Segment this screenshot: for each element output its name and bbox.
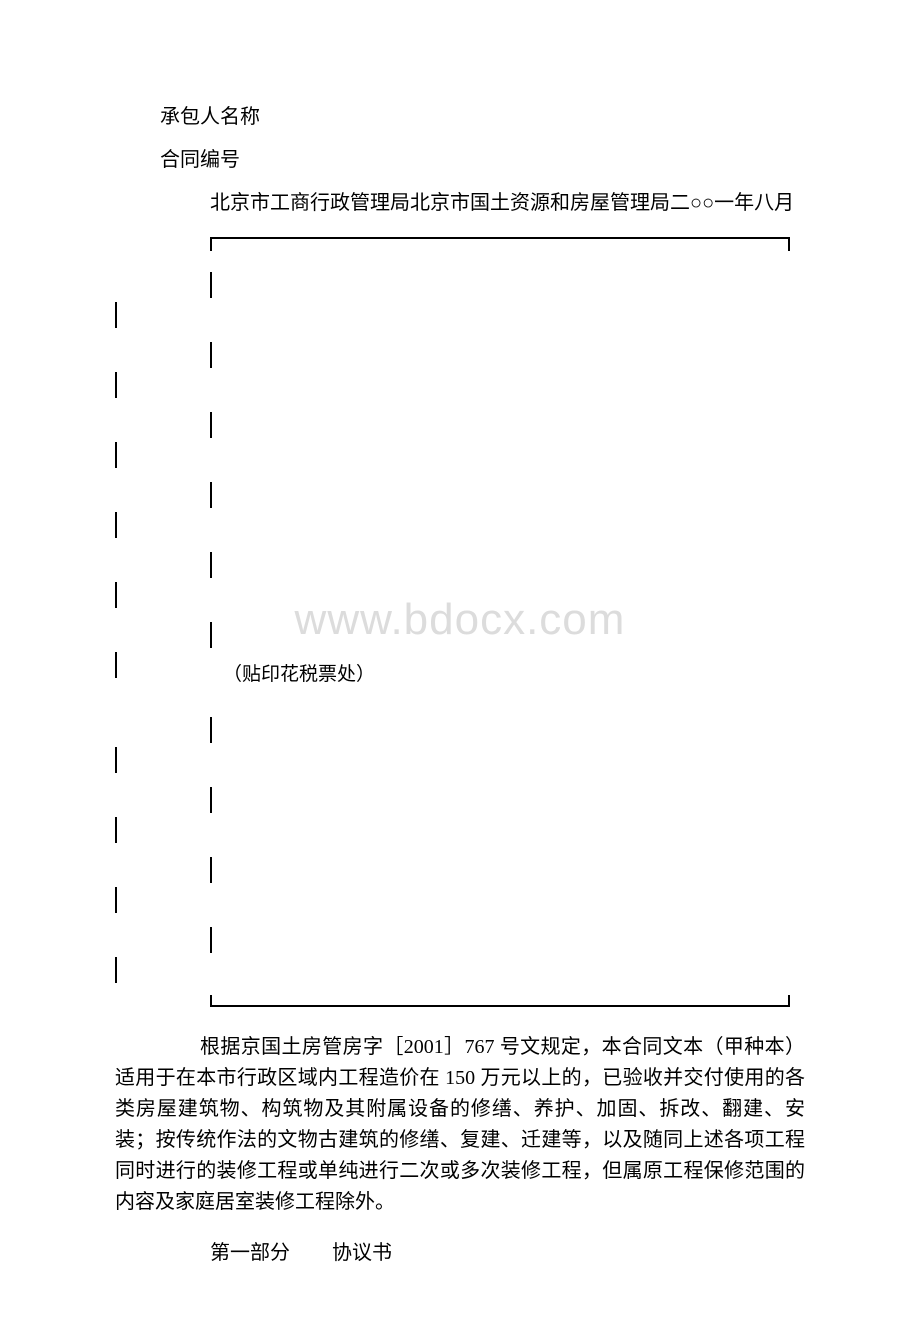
part-title: 协议书	[332, 1242, 392, 1264]
dash-mark	[210, 717, 212, 743]
dash-mark	[115, 957, 117, 983]
authority-line: 北京市工商行政管理局北京市国土资源和房屋管理局二○○一年八月	[210, 186, 805, 215]
dash-mark	[115, 817, 117, 843]
dash-mark	[115, 442, 117, 468]
dash-mark	[210, 927, 212, 953]
dash-mark	[115, 652, 117, 678]
dash-mark	[210, 787, 212, 813]
dash-mark	[210, 552, 212, 578]
document-content: 承包人名称 合同编号 北京市工商行政管理局北京市国土资源和房屋管理局二○○一年八…	[0, 0, 920, 1325]
contractor-label: 承包人名称	[160, 100, 805, 129]
dash-mark	[115, 887, 117, 913]
stamp-box-container: （贴印花税票处）	[115, 237, 805, 1007]
dash-mark	[115, 582, 117, 608]
box-corner	[210, 995, 212, 1007]
box-corner	[788, 995, 790, 1007]
dash-mark	[210, 342, 212, 368]
dash-mark	[210, 622, 212, 648]
stamp-box-frame	[210, 237, 790, 1007]
dash-mark	[115, 512, 117, 538]
dash-mark	[115, 302, 117, 328]
dash-mark	[210, 272, 212, 298]
dash-mark	[210, 857, 212, 883]
contract-number-label: 合同编号	[160, 143, 805, 172]
dash-mark	[210, 412, 212, 438]
dash-mark	[210, 482, 212, 508]
stamp-label: （贴印花税票处）	[223, 659, 375, 686]
part-label: 第一部分	[210, 1242, 290, 1264]
dash-mark	[115, 372, 117, 398]
main-paragraph: 根据京国土房管房字［2001］767 号文规定，本合同文本（甲种本）适用于在本市…	[115, 1032, 805, 1218]
dash-mark	[115, 747, 117, 773]
section-heading: 第一部分 协议书	[210, 1236, 805, 1265]
